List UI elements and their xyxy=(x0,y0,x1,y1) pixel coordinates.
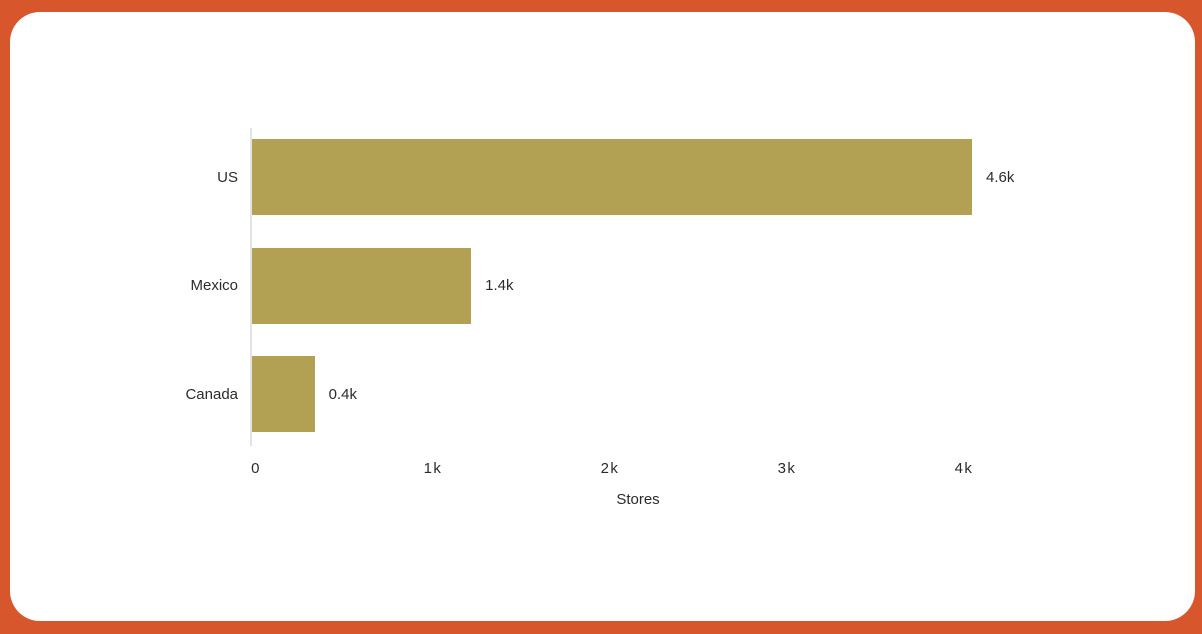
x-tick-1k: 1k xyxy=(423,460,443,477)
x-tick-4k: 4k xyxy=(954,460,974,477)
y-axis-line xyxy=(250,128,252,446)
chart-card xyxy=(10,12,1195,621)
category-label-canada: Canada xyxy=(185,385,238,403)
category-label-us: US xyxy=(217,168,238,186)
x-tick-0: 0 xyxy=(251,460,261,477)
value-label-us: 4.6k xyxy=(986,168,1015,186)
x-tick-3k: 3k xyxy=(777,460,797,477)
bar-mexico[interactable] xyxy=(252,247,472,324)
value-label-mexico: 1.4k xyxy=(485,277,514,294)
chart-row: US 4.6k xyxy=(0,139,1202,215)
chart-row: Mexico 1.4k xyxy=(0,247,1202,324)
category-label-mexico: Mexico xyxy=(190,277,238,294)
bar-canada[interactable] xyxy=(252,356,315,432)
value-label-canada: 0.4k xyxy=(328,385,357,403)
x-axis-title: Stores xyxy=(616,491,660,508)
bar-us[interactable] xyxy=(252,139,972,215)
x-tick-2k: 2k xyxy=(600,460,620,477)
chart-row: Canada 0.4k xyxy=(0,356,1202,432)
